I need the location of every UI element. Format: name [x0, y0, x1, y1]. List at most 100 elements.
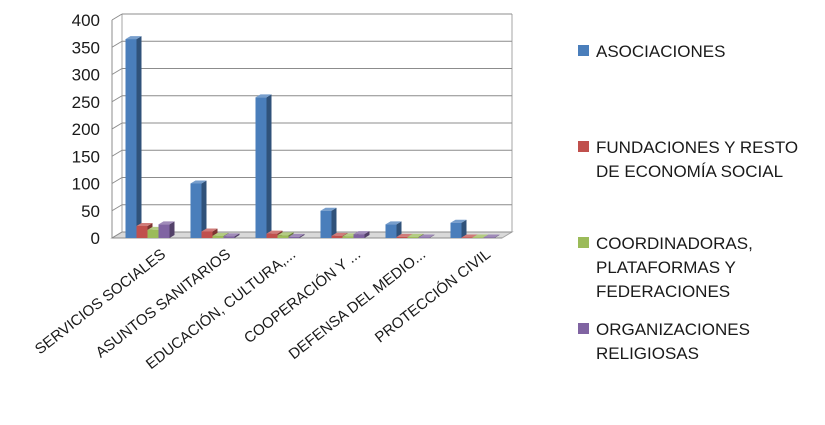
bar-front — [450, 222, 462, 238]
gridline-diagonal — [111, 149, 123, 157]
bar-front — [385, 224, 397, 238]
bar-top — [223, 233, 240, 237]
bar-side — [494, 234, 500, 238]
bar — [288, 233, 305, 238]
bar-front — [266, 233, 278, 238]
legend-swatch — [578, 237, 589, 248]
bar-front — [147, 229, 159, 238]
bar-side — [234, 233, 240, 238]
bar — [353, 231, 370, 238]
bar-front — [201, 231, 213, 238]
bar-front — [136, 226, 148, 238]
bar-top — [407, 233, 424, 237]
bar-side — [396, 221, 402, 238]
legend-item-fundaciones: FUNDACIONES Y RESTO DE ECONOMÍA SOCIAL — [578, 136, 824, 184]
bar — [158, 221, 175, 238]
bar-front — [342, 236, 354, 238]
gridline-diagonal — [111, 231, 123, 239]
bar — [385, 221, 402, 238]
bar — [483, 234, 500, 238]
y-tick-label: 250 — [72, 93, 100, 112]
bar-top — [472, 234, 489, 238]
bar-front — [277, 235, 289, 238]
bar-top — [461, 234, 478, 238]
bar-front — [223, 236, 235, 238]
bar-top — [396, 233, 413, 237]
bar-front — [407, 236, 419, 238]
bar — [320, 207, 337, 238]
bar-side — [136, 36, 142, 239]
bar-front — [331, 235, 343, 238]
y-tick-label: 0 — [91, 229, 100, 248]
y-tick-label: 150 — [72, 147, 100, 166]
bar-side — [169, 221, 175, 238]
legend-label: ORGANIZACIONES RELIGIOSAS — [596, 320, 750, 363]
bar-side — [201, 180, 207, 238]
bar-top — [320, 207, 337, 211]
bar-front — [418, 237, 430, 238]
bar-top — [288, 233, 305, 237]
bar-side — [461, 219, 467, 238]
bar-front — [212, 235, 224, 238]
bar-side — [429, 234, 435, 238]
gridline-diagonal — [111, 122, 123, 130]
bar-top — [277, 232, 294, 236]
legend-item-coordinadoras: COORDINADORAS, PLATAFORMAS Y FEDERACIONE… — [578, 232, 824, 304]
bar-top — [125, 36, 142, 40]
bar-top — [201, 228, 218, 232]
gridline-diagonal — [111, 95, 123, 103]
bar-top — [418, 234, 435, 238]
bar — [255, 94, 272, 238]
bar-side — [364, 231, 370, 238]
bar-front — [288, 236, 300, 238]
gridline-diagonal — [111, 13, 123, 21]
bar-top — [212, 232, 229, 236]
x-tick-label: PROTECCIÓN CIVIL — [372, 246, 494, 347]
gridline-diagonal — [111, 40, 123, 48]
bar-side — [266, 94, 272, 238]
bar-front — [483, 237, 495, 238]
bar-top — [483, 234, 500, 238]
legend-swatch — [578, 323, 589, 334]
gridline-diagonal — [111, 204, 123, 212]
bar-top — [190, 180, 207, 184]
bar-front — [353, 234, 365, 238]
bar-side — [331, 207, 337, 238]
y-tick-label: 200 — [72, 120, 100, 139]
bar-front — [396, 236, 408, 238]
bar-front — [320, 210, 332, 238]
bar-front — [255, 97, 267, 238]
bar-top — [255, 94, 272, 98]
bar-front — [125, 39, 137, 239]
legend-label: FUNDACIONES Y RESTO DE ECONOMÍA SOCIAL — [596, 138, 799, 181]
bar-top — [385, 221, 402, 225]
legend-item-asociaciones: ASOCIACIONES — [578, 40, 824, 64]
bar-front — [461, 237, 473, 238]
bar — [223, 233, 240, 238]
y-tick-label: 400 — [72, 11, 100, 30]
x-tick-label: COOPERACIÓN Y ... — [241, 246, 364, 347]
gridline-diagonal — [111, 68, 123, 75]
gridline-diagonal — [111, 177, 123, 184]
bar-top — [158, 221, 175, 225]
y-tick-label: 300 — [72, 66, 100, 85]
bar-side — [299, 233, 305, 238]
bar — [450, 219, 467, 238]
bar-top — [450, 219, 467, 223]
legend-label: ASOCIACIONES — [596, 42, 726, 61]
bar-top — [353, 231, 370, 235]
legend-label: COORDINADORAS, PLATAFORMAS Y FEDERACIONE… — [596, 234, 753, 301]
bar-front — [190, 183, 202, 238]
legend-item-religiosas: ORGANIZACIONES RELIGIOSAS — [578, 318, 824, 366]
bar — [418, 234, 435, 238]
legend-swatch — [578, 45, 589, 56]
bar — [125, 36, 142, 239]
bar-front — [158, 224, 170, 238]
bar — [190, 180, 207, 238]
bar-top — [136, 223, 153, 227]
bar-front — [472, 237, 484, 238]
y-tick-label: 50 — [81, 202, 100, 221]
bar-top — [266, 230, 283, 234]
legend-swatch — [578, 141, 589, 152]
